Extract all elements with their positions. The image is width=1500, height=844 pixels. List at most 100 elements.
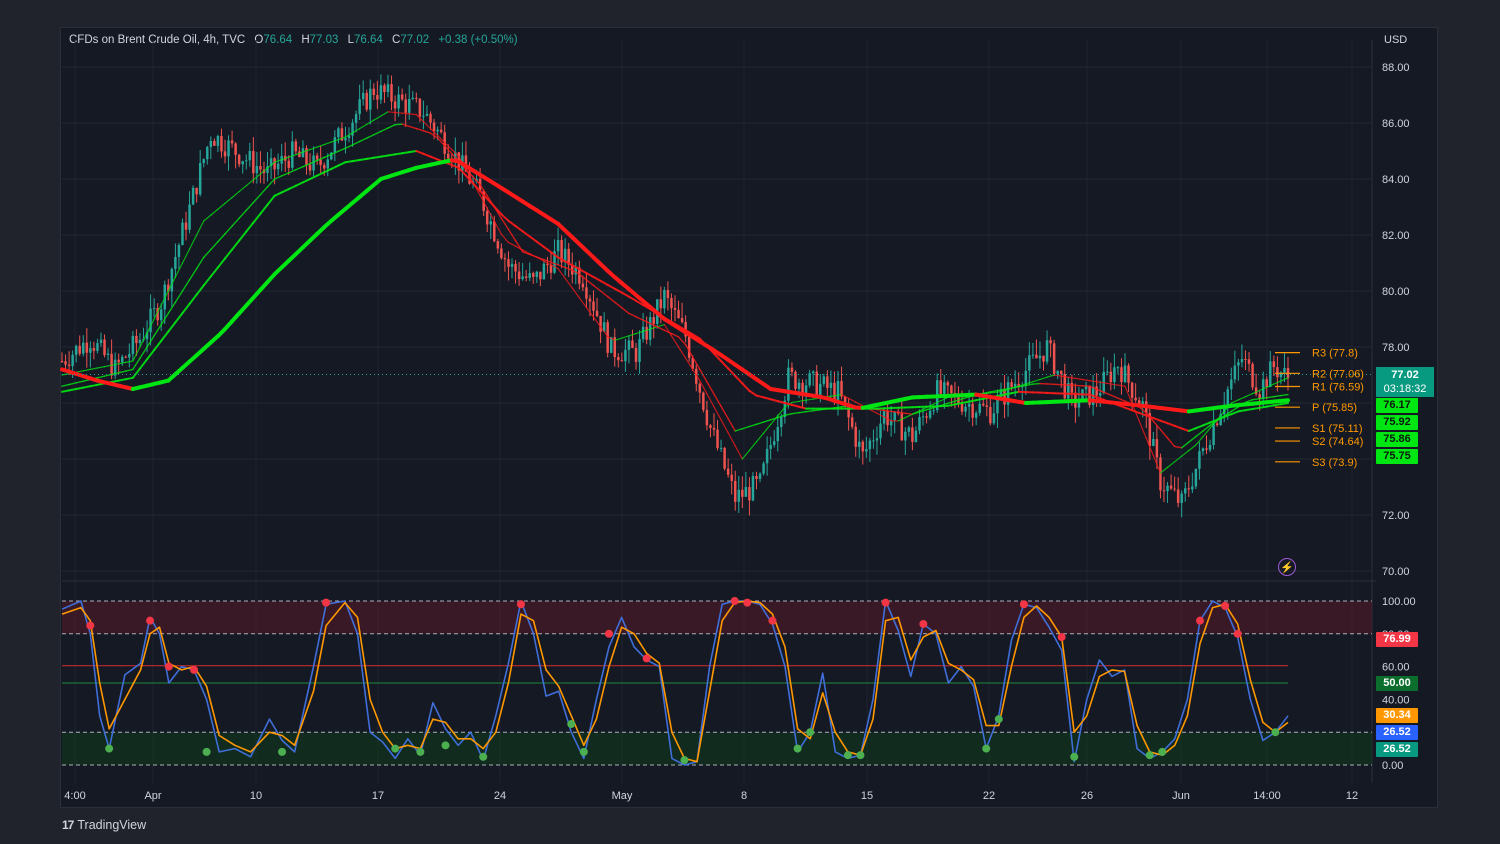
ema-fast-segment: [1046, 374, 1055, 378]
brand-footer[interactable]: 17 TradingView: [62, 818, 146, 832]
ema-slow-segment: [1209, 418, 1219, 424]
ema-fast-segment: [366, 119, 375, 126]
candle-body: [850, 417, 854, 427]
candle-body: [1024, 370, 1028, 387]
candle-body: [783, 400, 787, 417]
candle-body: [351, 122, 354, 136]
candle-body: [1120, 367, 1123, 383]
ema-mid-segment: [309, 159, 318, 165]
ema-fast-segment: [436, 135, 446, 144]
price-tick-label: 88.00: [1382, 62, 1410, 74]
candle-body: [826, 376, 829, 388]
candle-body: [932, 410, 935, 412]
price-tick-label: 84.00: [1382, 174, 1410, 186]
ema-slow-segment: [1230, 410, 1240, 416]
ema-mid-segment: [791, 412, 800, 415]
ema-mid-segment: [252, 193, 262, 204]
bearish-cross-marker: [146, 616, 155, 625]
ema-fast-segment: [656, 324, 665, 328]
bullish-cross-marker: [843, 751, 852, 760]
ema-fast-segment: [203, 214, 212, 222]
ema-mid-segment: [316, 156, 325, 162]
ema-mid-segment: [727, 417, 736, 432]
ema-slow-segment: [1173, 424, 1183, 430]
candle-body: [344, 137, 347, 141]
grid-lines: [62, 40, 1376, 783]
candle-body: [120, 356, 124, 363]
ema-slow-segment: [280, 188, 290, 194]
ema-slow-segment: [571, 264, 581, 271]
ema-fast-segment: [217, 202, 226, 210]
ema-mid-segment: [422, 130, 432, 134]
ema-mid-segment: [1266, 395, 1275, 399]
ema-mid-segment: [415, 127, 425, 132]
ema-fast-segment: [706, 393, 715, 408]
ema-mid-segment: [174, 290, 184, 303]
candle-body: [695, 368, 698, 384]
candle-body: [946, 382, 950, 386]
ema-fast-segment: [1074, 377, 1084, 381]
ema-slow-segment: [1116, 404, 1127, 409]
candle-body: [60, 361, 64, 362]
ema-fast-segment: [755, 432, 765, 443]
ema-fast-segment: [1025, 381, 1034, 385]
ema-fast-segment: [989, 391, 999, 394]
candle-body: [365, 92, 368, 110]
candle-body: [907, 427, 911, 432]
candle-body: [390, 84, 393, 102]
ema-fast-segment: [89, 367, 99, 370]
ema-mid-segment: [812, 409, 821, 412]
lightning-icon[interactable]: ⚡: [1278, 558, 1296, 576]
ema-fast-segment: [1237, 396, 1247, 401]
candle-body: [152, 308, 156, 310]
ema-mid-segment: [656, 326, 666, 331]
bullish-cross-marker: [441, 741, 450, 750]
ema-mid-segment: [614, 301, 623, 309]
candle-body: [889, 420, 893, 426]
pivot-label: R2 (77.06): [1312, 368, 1364, 380]
pivot-label: P (75.85): [1312, 402, 1357, 414]
ema-slow-segment: [968, 399, 978, 403]
ema-slow-segment: [351, 158, 361, 163]
candle-body: [967, 403, 971, 407]
candle-body: [1045, 340, 1049, 362]
ema-fast-segment: [578, 297, 588, 309]
ema-fast-segment: [635, 330, 644, 335]
candle-body: [751, 476, 755, 501]
time-tick-label: 15: [861, 790, 873, 802]
time-tick-label: 12: [1346, 790, 1358, 802]
bullish-cross-marker: [994, 715, 1003, 724]
ema-fast-segment: [1174, 455, 1183, 463]
ema-fast-segment: [564, 277, 573, 289]
ema-mid-segment: [387, 123, 396, 129]
ema-mid-segment: [911, 411, 921, 415]
candle-body: [822, 376, 826, 384]
ema-mid-segment: [897, 411, 907, 414]
candle-body: [748, 487, 751, 501]
ema-slow-segment: [1138, 411, 1148, 417]
ema-fast-segment: [408, 113, 417, 116]
ema-fast-segment: [692, 368, 701, 382]
time-tick-label: 8: [741, 790, 747, 802]
change-value: +0.38 (+0.50%): [438, 34, 518, 46]
currency-label: USD: [1384, 34, 1408, 46]
ema-fast-segment: [1145, 437, 1154, 457]
bullish-cross-marker: [982, 744, 991, 753]
ema-mid-segment: [883, 409, 892, 413]
ema-fast-segment: [111, 363, 120, 366]
ema-slow-segment: [472, 182, 482, 193]
ma-badge: 75.86: [1376, 432, 1418, 447]
candle-body: [687, 336, 691, 358]
ema-fast-segment: [132, 346, 141, 362]
ema-fast-segment: [302, 149, 311, 153]
ema-slow-segment: [996, 393, 1006, 397]
ema-mid-segment: [436, 137, 446, 147]
ema-mid-segment: [805, 410, 814, 413]
candle-body: [670, 297, 673, 309]
ema-fast-segment: [118, 361, 127, 365]
candle-body: [659, 299, 663, 309]
ema-slow-segment: [613, 287, 623, 294]
candle-body: [248, 150, 252, 161]
ema-mid-segment: [1018, 384, 1027, 388]
